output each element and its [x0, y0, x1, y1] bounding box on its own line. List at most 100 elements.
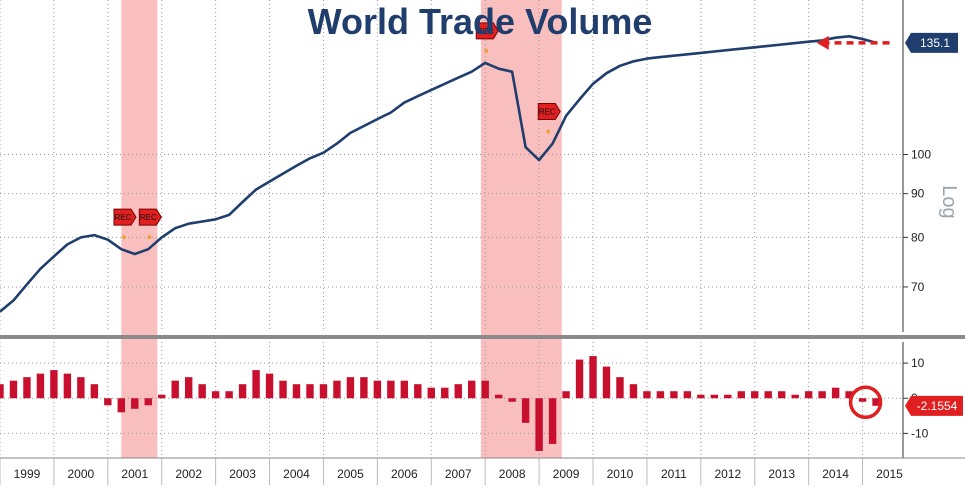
bar: [831, 387, 840, 399]
bar-y-tick-label: -10: [911, 426, 929, 440]
x-tick-label: 2007: [445, 467, 472, 481]
bar: [804, 391, 813, 399]
last-value-callout: 135.1: [905, 32, 958, 53]
bar: [872, 398, 880, 406]
bar: [427, 387, 435, 399]
bar: [360, 377, 368, 399]
recession-flag-icon: REC: [113, 208, 137, 240]
x-tick-label: 2004: [283, 467, 310, 481]
y-axis-label: Log: [938, 185, 960, 218]
bar: [238, 384, 247, 399]
recession-flag-icon: REC: [138, 208, 162, 240]
annotations: 135.1 -2.1554: [816, 32, 963, 419]
bar: [845, 391, 853, 399]
bar: [319, 384, 328, 399]
arrow-head: [816, 35, 829, 50]
recession-bands: [121, 0, 562, 458]
bar: [508, 398, 516, 402]
bar: [9, 380, 18, 399]
bar: [575, 359, 584, 399]
bar: [225, 391, 233, 399]
bar: [643, 391, 651, 399]
bar: [616, 377, 624, 399]
bar: [198, 384, 206, 399]
bar: [468, 380, 476, 399]
bar: [265, 373, 274, 399]
bar-last-value-callout: -2.1554: [905, 395, 963, 416]
x-tick-label: 2014: [822, 467, 849, 481]
x-tick-label: 2010: [607, 467, 634, 481]
bar: [683, 391, 692, 399]
bar: [50, 370, 58, 399]
last-value-label: 135.1: [920, 36, 950, 50]
x-tick-label: 2013: [768, 467, 795, 481]
bar: [63, 373, 72, 399]
bar: [158, 394, 166, 399]
recession-point: [546, 129, 551, 134]
bar: [23, 377, 31, 399]
x-tick-label: 2002: [175, 467, 202, 481]
x-tick-label: 2015: [876, 467, 903, 481]
tick-labels: 708090100-100101999200020012002200320042…: [14, 148, 932, 481]
recession-flag-icon: REC: [537, 103, 561, 134]
bar: [562, 391, 570, 399]
x-tick-label: 2006: [391, 467, 418, 481]
bar: [454, 384, 462, 399]
bar: [494, 394, 503, 399]
y-tick-label: 100: [911, 148, 931, 162]
bar: [90, 384, 99, 399]
bar-last-value-label: -2.1554: [917, 399, 958, 413]
bar: [131, 398, 139, 409]
bar: [656, 391, 665, 399]
bar: [36, 373, 45, 399]
bar: [481, 380, 489, 399]
bar: [400, 380, 409, 399]
bar: [670, 391, 678, 399]
x-tick-label: 2003: [229, 467, 256, 481]
x-tick-label: 2009: [553, 467, 580, 481]
last-value-tag: [905, 32, 958, 53]
bar: [751, 391, 759, 399]
bar: [333, 380, 341, 399]
grid-lines: [0, 0, 903, 485]
bar: [602, 366, 611, 399]
bar: [697, 394, 705, 399]
recession-flag-label: REC: [539, 108, 556, 117]
recession-flag-shape: [113, 208, 137, 226]
y-tick-label: 90: [911, 187, 925, 201]
bar: [144, 398, 152, 406]
bar: [737, 391, 745, 399]
recession-flag-label: REC: [140, 213, 157, 222]
bar: [858, 398, 867, 402]
bar: [104, 398, 112, 406]
recession-flag-shape: [138, 208, 162, 226]
bar: [252, 370, 260, 399]
line-series: [0, 35, 877, 313]
bar: [764, 391, 772, 399]
bar: [414, 384, 422, 399]
bar: [171, 380, 179, 399]
trade-volume-line: [0, 35, 877, 313]
bar: [724, 394, 732, 399]
bar: [535, 398, 543, 451]
bar: [0, 384, 4, 399]
x-tick-label: 2001: [121, 467, 148, 481]
bar: [77, 377, 85, 399]
bar: [346, 377, 355, 399]
x-tick-label: 2008: [499, 467, 526, 481]
circle-icon: [848, 385, 883, 419]
bar: [777, 391, 786, 399]
bar: [373, 380, 382, 399]
recession-band: [480, 0, 562, 458]
y-tick-label: 70: [911, 280, 925, 294]
panel-separator: [0, 335, 965, 339]
bar: [184, 377, 193, 399]
recession-flag-label: REC: [477, 27, 494, 36]
bar: [211, 391, 220, 399]
bar: [441, 387, 449, 399]
chart-title: World Trade Volume: [308, 1, 653, 42]
bar: [791, 394, 799, 399]
bar: [710, 394, 719, 399]
